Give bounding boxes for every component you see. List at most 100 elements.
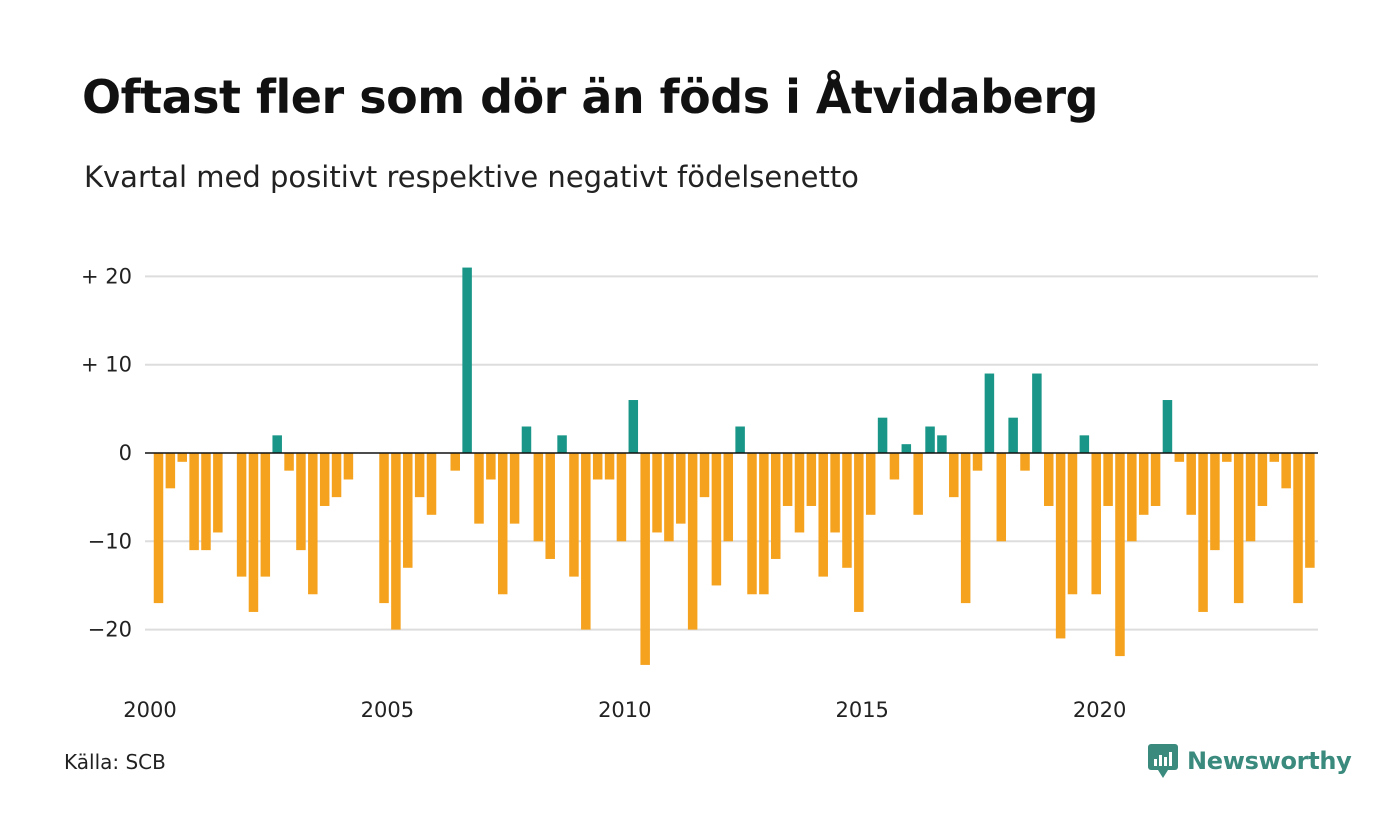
bar	[213, 453, 223, 533]
bar	[770, 453, 781, 559]
bar	[201, 453, 211, 551]
bar	[521, 426, 532, 453]
bar	[1162, 400, 1173, 453]
bar	[1055, 453, 1066, 639]
newsworthy-logo-icon	[1148, 744, 1178, 778]
bar	[343, 453, 354, 480]
bar	[806, 453, 817, 506]
bar	[949, 453, 959, 498]
bar	[1186, 453, 1196, 515]
bar	[664, 453, 674, 542]
bar	[984, 373, 995, 453]
bar	[1305, 453, 1315, 568]
bar	[1293, 453, 1303, 604]
bar	[604, 453, 615, 480]
bar	[1091, 453, 1101, 595]
bar	[889, 453, 900, 480]
bars	[153, 267, 1315, 665]
bar	[782, 453, 793, 506]
bar	[1067, 453, 1078, 595]
x-tick-label: 2005	[361, 698, 414, 722]
bar	[901, 444, 912, 453]
bar	[652, 453, 662, 533]
bar	[877, 417, 888, 453]
x-tick-label: 2000	[123, 698, 176, 722]
bar	[1032, 373, 1042, 453]
bar	[865, 453, 876, 515]
bar	[308, 453, 318, 595]
y-tick-label: + 10	[81, 353, 132, 377]
newsworthy-logo-text: Newsworthy	[1187, 747, 1352, 775]
bar	[331, 453, 342, 498]
bar	[426, 453, 437, 515]
bar	[1210, 453, 1220, 551]
y-tick-label: −10	[88, 529, 132, 553]
bar	[913, 453, 923, 515]
bar	[937, 435, 947, 453]
bar	[165, 453, 176, 489]
bar	[723, 453, 734, 542]
axes: + 20 + 10 0 −10 −20 2000 2005 2010 2015 2020	[81, 264, 1318, 722]
bar	[533, 453, 544, 542]
bar	[260, 453, 271, 577]
bar	[545, 453, 555, 559]
bar	[830, 453, 840, 533]
bar	[687, 453, 698, 630]
bar	[189, 453, 199, 551]
bar	[581, 453, 591, 630]
bar	[450, 453, 460, 471]
newsworthy-logo: Newsworthy	[1148, 744, 1352, 778]
bar	[153, 453, 164, 604]
bar	[569, 453, 579, 577]
bar	[497, 453, 508, 595]
bar	[1008, 417, 1018, 453]
chart-title: Oftast fler som dör än föds i Åtvidaberg	[82, 70, 1098, 124]
bar	[462, 267, 472, 453]
bar	[711, 453, 722, 586]
bar	[272, 435, 282, 453]
bar	[509, 453, 520, 524]
bar	[735, 426, 745, 453]
bar	[1150, 453, 1161, 506]
bar	[1127, 453, 1137, 542]
bar	[676, 453, 686, 524]
y-tick-label: + 20	[81, 264, 132, 288]
bar	[818, 453, 828, 577]
bar	[284, 453, 294, 471]
x-tick-label: 2010	[598, 698, 651, 722]
bar	[640, 453, 650, 665]
bar	[296, 453, 306, 551]
bar	[248, 453, 259, 612]
bar	[1198, 453, 1208, 612]
bar	[1269, 453, 1280, 462]
bar	[1138, 453, 1149, 515]
bar	[1245, 453, 1256, 542]
bar	[319, 453, 330, 506]
bar	[391, 453, 401, 630]
chart-subtitle: Kvartal med positivt respektive negativt…	[84, 160, 859, 194]
bar	[592, 453, 603, 480]
bar	[486, 453, 496, 480]
x-tick-label: 2015	[835, 698, 888, 722]
bar	[1020, 453, 1030, 471]
bar	[996, 453, 1007, 542]
bar	[1103, 453, 1113, 506]
bar	[842, 453, 852, 568]
bar	[628, 400, 639, 453]
bar	[414, 453, 425, 498]
bar	[759, 453, 769, 595]
bar	[1281, 453, 1291, 489]
bar	[236, 453, 247, 577]
bar	[1174, 453, 1185, 462]
bar	[699, 453, 710, 498]
bar	[925, 426, 935, 453]
bar	[379, 453, 389, 604]
bar	[1044, 453, 1054, 506]
bar	[960, 453, 971, 604]
y-tick-label: 0	[119, 441, 132, 465]
y-tick-label: −20	[88, 618, 132, 642]
bar	[1079, 435, 1090, 453]
x-tick-label: 2020	[1073, 698, 1126, 722]
bar	[794, 453, 805, 533]
